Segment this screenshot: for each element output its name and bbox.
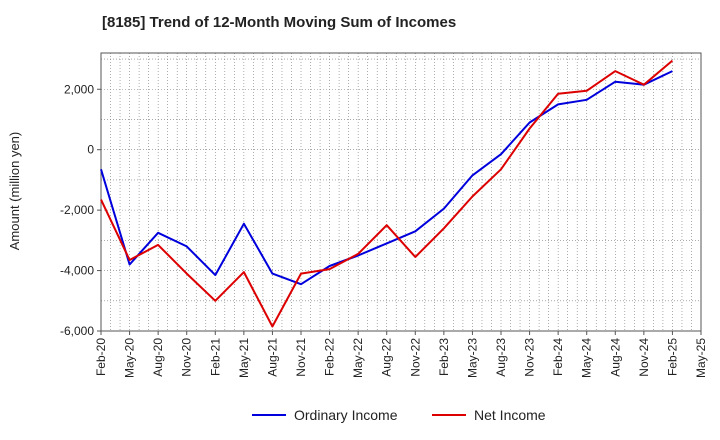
y-tick-label: -2,000 xyxy=(60,203,94,217)
x-tick-label: Feb-22 xyxy=(323,338,337,376)
x-tick-label: Aug-24 xyxy=(608,338,622,377)
y-tick-label: -4,000 xyxy=(60,264,94,278)
series-line-ordinary-income xyxy=(100,70,673,286)
legend: Ordinary Income Net Income xyxy=(252,407,546,423)
legend-label-net-income: Net Income xyxy=(474,407,546,423)
x-tick-label: May-21 xyxy=(237,338,251,378)
x-tick-label: Aug-20 xyxy=(151,338,165,377)
x-tick-label: Nov-22 xyxy=(408,338,422,377)
y-tick-label: 2,000 xyxy=(64,82,94,96)
x-tick-label: May-24 xyxy=(580,338,594,378)
x-tick-label: Nov-20 xyxy=(180,338,194,377)
x-tick-label: May-23 xyxy=(465,338,479,378)
series-line-net-income xyxy=(100,59,674,328)
x-tick-label: Feb-20 xyxy=(94,338,108,376)
series xyxy=(100,59,674,328)
legend-label-ordinary-income: Ordinary Income xyxy=(294,407,398,423)
x-tick-label: Aug-21 xyxy=(265,338,279,377)
x-tick-label: Nov-24 xyxy=(637,338,651,377)
x-tick-label: Aug-22 xyxy=(380,338,394,377)
x-tick-label: Nov-23 xyxy=(523,338,537,377)
x-tick-label: Aug-23 xyxy=(494,338,508,377)
x-tick-label: Feb-24 xyxy=(551,338,565,376)
grid xyxy=(101,53,701,331)
x-tick-label: Feb-25 xyxy=(665,338,679,376)
x-axis: Feb-20 May-20 Aug-20 Nov-20 Feb-21 May-21 Aug-… xyxy=(94,331,708,378)
x-tick-label: Feb-23 xyxy=(437,338,451,376)
plot-frame xyxy=(100,52,702,332)
chart-title: [8185] Trend of 12-Month Moving Sum of I… xyxy=(102,14,457,31)
x-tick-label: May-25 xyxy=(694,338,708,378)
x-tick-label: May-20 xyxy=(123,338,137,378)
y-tick-label: 0 xyxy=(87,143,94,157)
y-tick-label: -6,000 xyxy=(60,324,94,338)
x-tick-label: Feb-21 xyxy=(208,338,222,376)
y-axis-title: Amount (million yen) xyxy=(7,132,22,251)
y-axis: -6,000 -4,000 -2,000 0 2,000 xyxy=(60,82,101,338)
x-tick-label: May-22 xyxy=(351,338,365,378)
x-tick-label: Nov-21 xyxy=(294,338,308,377)
